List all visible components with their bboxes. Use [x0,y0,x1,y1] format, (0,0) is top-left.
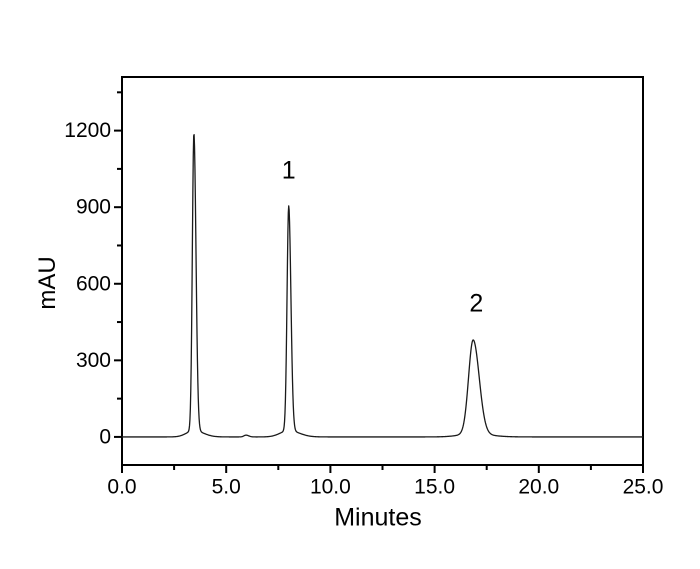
y-axis-title: mAU [34,256,61,310]
y-tick-label: 900 [76,196,111,219]
x-tick-label: 15.0 [414,476,455,499]
chromatogram-trace [121,133,644,438]
axis-ticks [114,91,644,473]
peak-annotation-1: 1 [281,156,296,185]
plot-frame [121,76,644,466]
peak-annotation-2: 2 [469,289,484,318]
y-tick-label: 600 [76,272,111,295]
y-tick-label: 0 [99,425,111,448]
x-tick-label: 5.0 [212,476,241,499]
x-tick-label: 0.0 [107,476,136,499]
x-tick-label: 10.0 [310,476,351,499]
y-tick-label: 300 [76,349,111,372]
x-tick-label: 20.0 [518,476,559,499]
x-axis-title: Minutes [334,503,422,532]
y-tick-label: 1200 [64,119,111,142]
y-tick-labels: 0 300 600 900 1200 [64,119,111,448]
x-tick-label: 25.0 [623,476,664,499]
x-tick-labels: 0.0 5.0 10.0 15.0 20.0 25.0 [107,476,663,499]
